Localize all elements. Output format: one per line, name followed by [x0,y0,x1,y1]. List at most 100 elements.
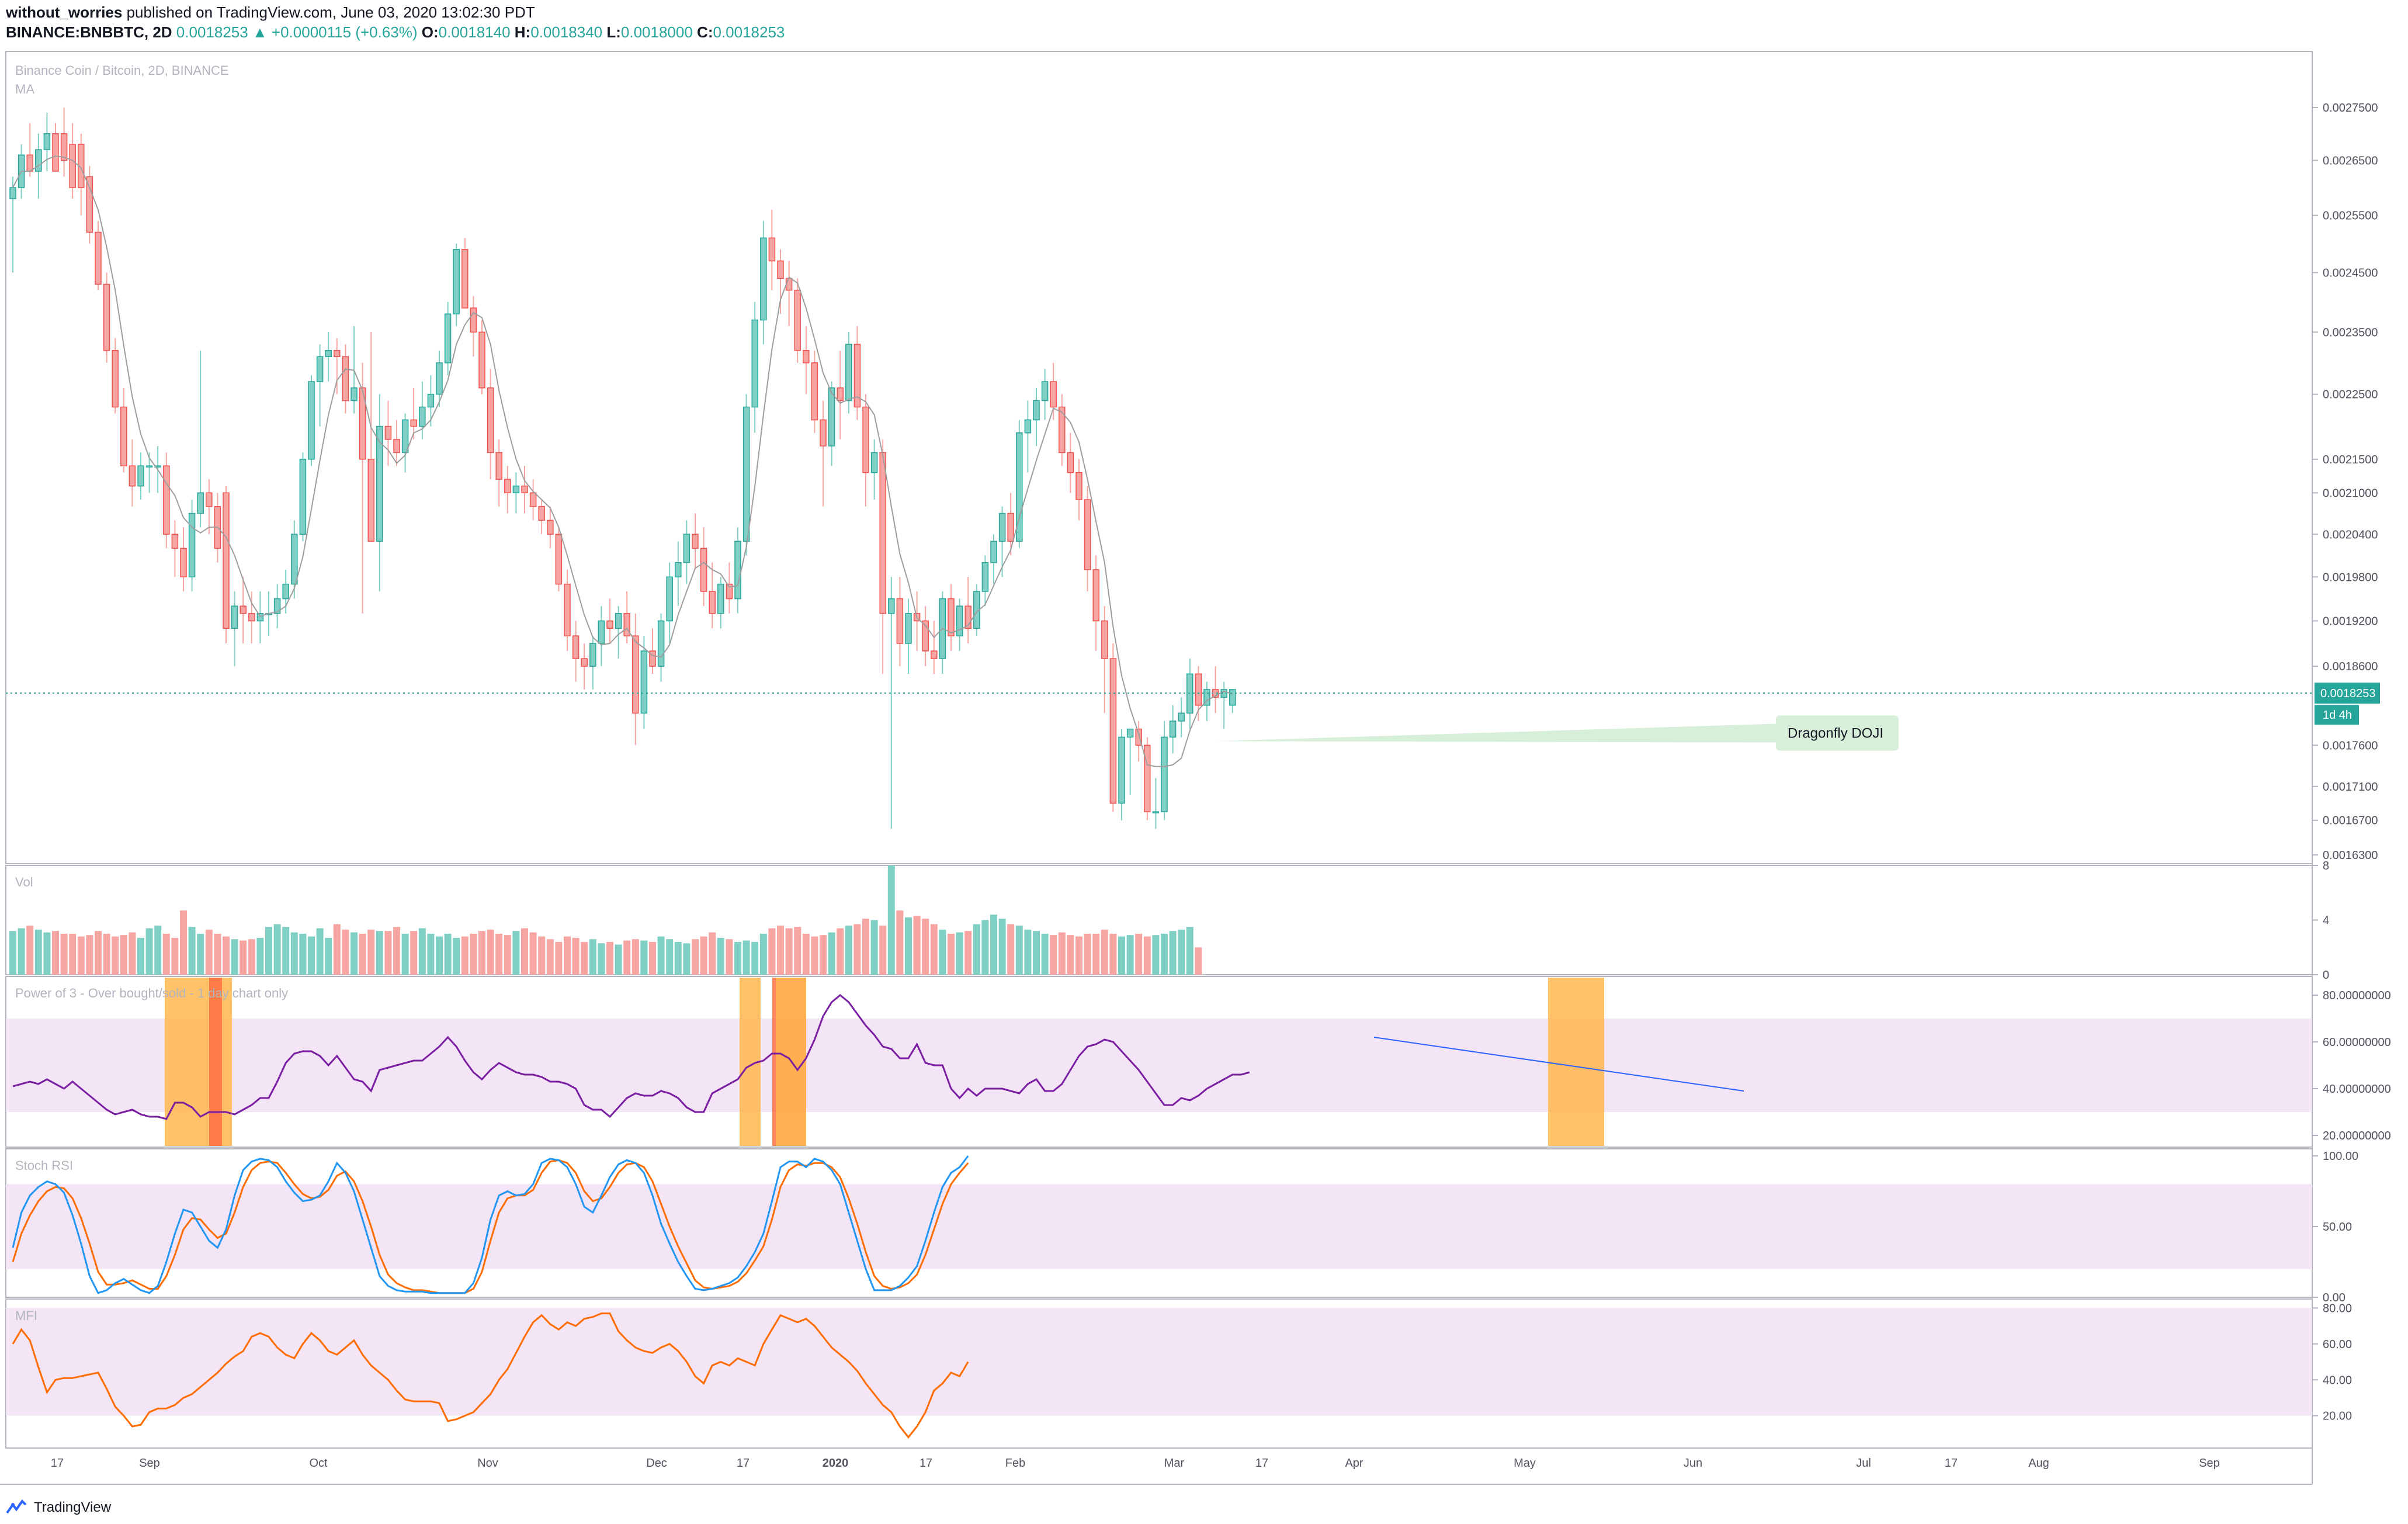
candle-body [86,176,93,233]
ma-line [12,155,1233,767]
candlestick-series[interactable] [9,107,1236,829]
volume-bar [248,939,255,975]
candle-body [171,534,179,549]
price-tick-label: 0.0024500 [2323,266,2378,279]
candle-body [1161,736,1168,812]
candle-body [1041,381,1049,401]
candle [43,112,51,172]
volume-bar [794,927,801,975]
indicator-tick-label: 0 [2323,969,2329,982]
candle [572,621,580,682]
candle-body [700,548,707,592]
time-tick-label: Sep [139,1457,160,1470]
candle-body [137,465,144,487]
chart-canvas[interactable]: 0.00163000.00167000.00171000.00176000.00… [0,46,2408,1495]
candle [828,382,835,466]
candle [1092,555,1099,652]
indicator-bands [6,978,2312,1416]
candle [632,613,639,746]
indicator-tick-label: 4 [2323,915,2329,927]
footer-brand-name: TradingView [34,1499,112,1515]
volume-bar [495,933,503,975]
countdown-tag [2315,705,2359,725]
candle-body [948,598,955,636]
candle [931,621,938,674]
candle [512,472,520,514]
candle [956,598,963,652]
candle-body [1229,689,1236,706]
candle [60,107,68,177]
candle-body [803,349,810,363]
candle-body [180,548,187,578]
volume-series [9,865,1202,975]
candle [948,584,955,652]
candle [470,296,477,357]
candle [410,387,417,439]
candle-body [922,620,929,652]
volume-bar [282,927,290,975]
candle [223,486,230,644]
volume-bar [564,936,571,975]
candle-body [734,541,741,600]
volume-bar [837,928,844,975]
candle [188,500,196,592]
indicator-tick-label: 80.00 [2323,1302,2352,1315]
candle-body [163,465,170,535]
volume-bar [1075,936,1082,975]
publisher-name[interactable]: without_worries [6,4,123,21]
volume-bar [683,943,691,975]
candle [734,527,741,614]
candle-body [606,620,613,629]
candle-body [820,419,827,446]
annotation-text: Dragonfly DOJI [1788,726,1883,742]
candle-body [990,541,997,563]
candle-body [1059,406,1066,453]
current-price-tag [2315,683,2380,704]
candle [1033,387,1040,446]
volume-bar [410,931,418,975]
volume-bar [828,932,835,975]
high-value: 0.0018340 [530,23,603,41]
candle-body [273,598,281,614]
time-tick-label: 17 [737,1457,750,1470]
price-tick-label: 0.0019200 [2323,615,2378,628]
candle [657,613,665,682]
candle-body [69,144,76,188]
volume-bar [623,940,631,975]
volume-bar [811,936,818,975]
oversold-highlight [209,978,222,1146]
candle [1212,666,1219,713]
volume-bar [470,933,477,975]
price-tick-label: 0.0021000 [2323,487,2378,500]
candle-body [879,452,886,614]
volume-bar [930,924,938,975]
candle [112,338,119,414]
candle-body [726,583,733,600]
candle-body [1024,419,1032,434]
candle-body [870,452,878,473]
ma-polyline [12,155,1233,767]
candle [137,452,144,500]
candle-body [828,387,835,446]
candle-body [683,534,691,563]
volume-bar [333,924,341,975]
candle-body [248,613,255,622]
volume-bar [154,925,162,975]
volume-bar [444,933,452,975]
candle-body [334,349,341,358]
ma-legend: MA [15,82,34,96]
pane-frame-main [5,51,2313,864]
volume-bar [197,933,204,975]
candle [1075,459,1082,521]
candle [742,394,750,556]
volume-bar [325,937,332,975]
volume-bar [589,939,596,975]
open-label: O: [421,23,439,41]
candle [419,382,426,439]
candle-body [1135,728,1142,746]
volume-bar [632,939,639,975]
time-tick-label: 17 [1255,1457,1268,1470]
footer-brand[interactable]: TradingView [5,1496,111,1519]
candle-body [359,387,366,460]
candle [26,123,33,177]
